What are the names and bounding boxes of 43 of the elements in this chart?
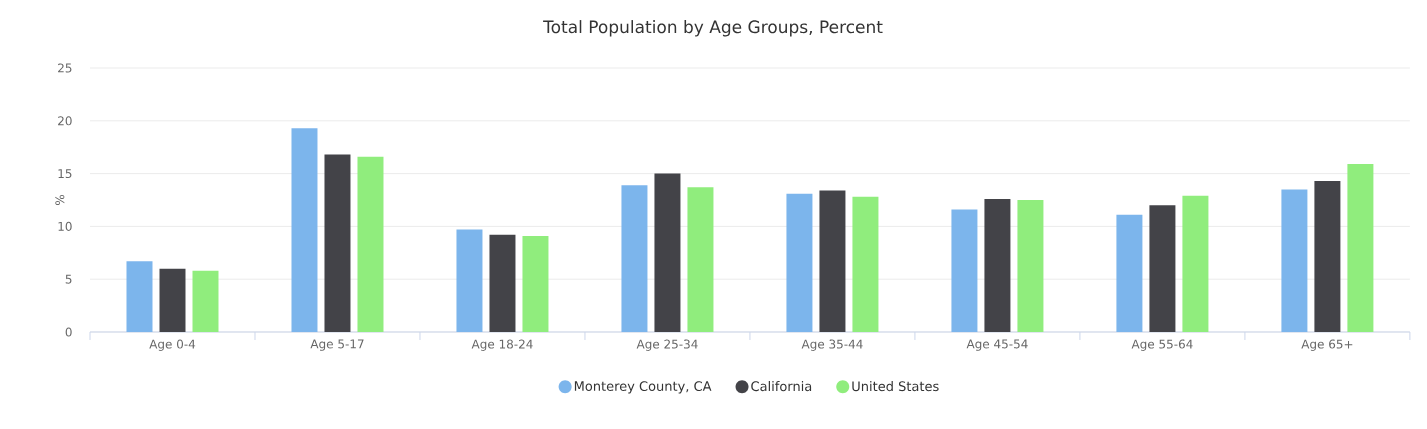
x-tick-label: Age 0-4: [149, 339, 196, 351]
bar: [1182, 195, 1209, 332]
y-tick-label: 25: [58, 63, 72, 73]
y-tick-label: 20: [58, 116, 72, 126]
bar: [324, 154, 351, 332]
bar: [489, 234, 516, 332]
bar: [819, 190, 846, 332]
y-axis-title: %: [55, 194, 65, 206]
bar: [1149, 205, 1176, 332]
x-tick-label: Age 65+: [1301, 339, 1353, 351]
x-tick-label: Age 18-24: [471, 339, 533, 351]
y-tick-label: 10: [58, 221, 72, 231]
legend-label: California: [751, 381, 812, 392]
bar: [126, 261, 153, 332]
bar: [687, 187, 714, 332]
x-tick-label: Age 35-44: [801, 339, 863, 351]
bar: [1116, 214, 1143, 332]
legend-label: Monterey County, CA: [574, 381, 712, 394]
bar: [1347, 164, 1374, 332]
x-tick-label: Age 5-17: [310, 339, 364, 351]
y-tick-label: 15: [58, 169, 72, 179]
bar: [522, 235, 549, 332]
bar: [1314, 180, 1341, 332]
bar: [984, 198, 1011, 332]
bar: [291, 128, 318, 332]
y-tick-label: 5: [65, 274, 72, 284]
bar: [786, 193, 813, 332]
bar: [357, 156, 384, 332]
bar: [621, 185, 648, 332]
bar: [852, 196, 879, 332]
legend-label: United States: [852, 381, 939, 392]
bar: [1017, 200, 1044, 332]
chart-title: Total Population by Age Groups, Percent: [543, 20, 883, 37]
bar: [192, 270, 219, 332]
x-tick-label: Age 45-54: [966, 339, 1028, 351]
x-tick-label: Age 25-34: [636, 339, 698, 351]
bar: [654, 173, 681, 332]
bar: [1281, 189, 1308, 332]
y-tick-label: 0: [65, 327, 72, 337]
bar: [951, 209, 978, 332]
bar: [456, 229, 483, 332]
bar: [159, 268, 186, 332]
x-tick-label: Age 55-64: [1131, 339, 1193, 351]
